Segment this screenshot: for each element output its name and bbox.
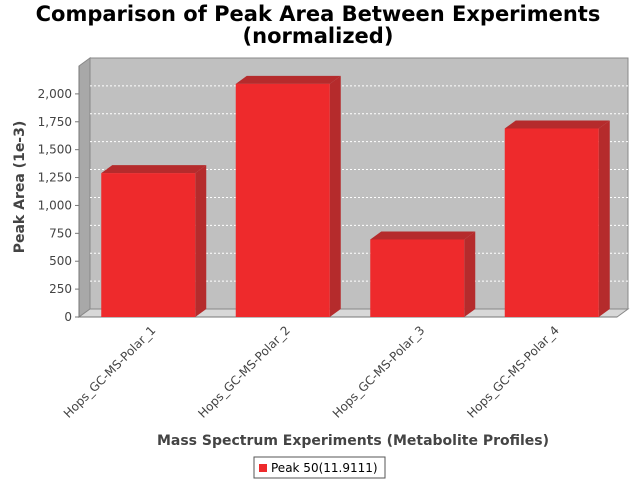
bar-top [370, 231, 476, 240]
x-tick-label: Hops_GC-MS-Polar_4 [464, 323, 562, 421]
bar-front [504, 128, 599, 317]
legend-swatch [259, 464, 267, 472]
bar-side [598, 120, 610, 318]
bars [101, 75, 610, 318]
x-axis-label: Mass Spectrum Experiments (Metabolite Pr… [157, 433, 549, 449]
x-tick-label: Hops_GC-MS-Polar_2 [195, 323, 293, 421]
plot-left-wall [78, 57, 91, 318]
bar-side [195, 165, 207, 317]
bar-top [101, 165, 207, 174]
y-tick-label: 750 [49, 226, 72, 240]
y-tick-label: 500 [49, 254, 72, 268]
y-axis-label: Peak Area (1e-3) [12, 121, 28, 254]
y-tick-label: 1,000 [38, 198, 72, 212]
bar-top [235, 75, 341, 84]
y-tick-labels: 0 250 500 750 1,000 1,250 1,500 1,750 2,000 [38, 87, 79, 324]
bar-side [329, 75, 341, 317]
bar-front [101, 173, 196, 317]
y-tick-label: 0 [64, 310, 72, 324]
x-tick-labels: Hops_GC-MS-Polar_1 Hops_GC-MS-Polar_2 Hops… [61, 323, 562, 421]
y-tick-label: 250 [49, 282, 72, 296]
bar [504, 120, 610, 318]
x-tick-label: Hops_GC-MS-Polar_3 [330, 323, 428, 421]
legend-label: Peak 50(11.9111) [271, 461, 378, 475]
y-tick-label: 1,500 [38, 143, 72, 157]
bar [101, 165, 207, 317]
bar-side [464, 231, 476, 317]
chart-title: Comparison of Peak Area Between Experime… [36, 2, 601, 26]
legend: Peak 50(11.9111) [253, 456, 386, 479]
bar [235, 75, 341, 317]
chart-subtitle: (normalized) [243, 24, 394, 48]
bar-top [504, 120, 610, 129]
x-tick-label: Hops_GC-MS-Polar_1 [61, 323, 159, 421]
bar-front [370, 239, 465, 317]
y-tick-label: 1,250 [38, 171, 72, 185]
bar [370, 231, 476, 317]
y-tick-label: 1,750 [38, 115, 72, 129]
y-tick-label: 2,000 [38, 87, 72, 101]
legend-box [253, 456, 386, 479]
bar-front [235, 83, 330, 317]
